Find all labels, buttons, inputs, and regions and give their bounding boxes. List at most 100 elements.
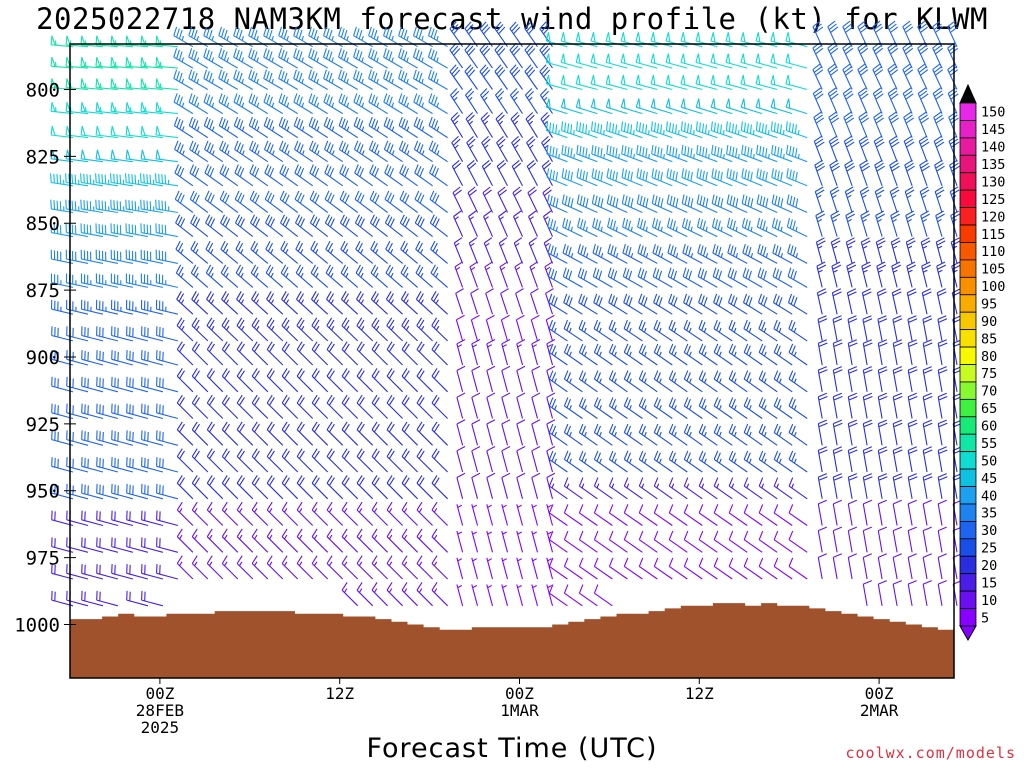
wind-barb <box>546 392 556 419</box>
wind-barb <box>206 317 224 342</box>
wind-barb <box>66 326 89 342</box>
wind-barb <box>758 450 778 473</box>
wind-barb <box>188 69 209 90</box>
wind-barb <box>788 530 808 553</box>
wind-barb <box>935 210 945 237</box>
wind-barb <box>251 501 269 526</box>
wind-barb <box>771 194 793 214</box>
wind-barb <box>465 88 478 114</box>
wind-barb <box>156 403 179 420</box>
wind-barb <box>577 243 598 264</box>
wind-barb <box>545 288 554 315</box>
colorbar-label: 145 <box>981 122 1005 138</box>
wind-barb <box>175 214 194 238</box>
wind-barb <box>471 504 479 526</box>
colorbar-swatch <box>959 416 977 435</box>
wind-barb <box>386 582 403 607</box>
wind-barb <box>892 339 903 366</box>
terrain-fill <box>70 603 954 678</box>
wind-barb <box>311 528 329 553</box>
wind-barb <box>498 237 509 264</box>
wind-barb <box>220 214 239 238</box>
wind-barb <box>206 368 224 393</box>
wind-barb <box>471 419 481 446</box>
wind-barb <box>561 194 583 214</box>
wind-barb <box>770 74 793 91</box>
wind-barb <box>859 186 870 213</box>
wind-barb <box>311 368 329 393</box>
wind-barb <box>743 370 763 393</box>
wind-barb <box>80 199 104 214</box>
wind-barb <box>401 582 418 607</box>
wind-barb <box>593 450 613 473</box>
wind-barb <box>892 419 903 446</box>
wind-barb <box>785 144 808 163</box>
wind-barb <box>156 326 179 342</box>
wind-barb <box>296 394 314 419</box>
colorbar-swatch <box>959 573 977 592</box>
wind-barb <box>414 164 433 187</box>
wind-barb <box>937 315 948 342</box>
wind-barb <box>877 446 888 473</box>
wind-barb <box>937 446 948 473</box>
wind-barb <box>324 214 344 238</box>
wind-barb <box>578 450 598 473</box>
wind-barb <box>401 368 418 393</box>
wind-barb <box>311 341 329 366</box>
wind-barb <box>466 135 478 162</box>
wind-barb <box>266 421 284 446</box>
wind-barb <box>563 370 583 393</box>
wind-barb <box>698 343 718 366</box>
wind-barb <box>96 326 119 342</box>
wind-barb <box>356 448 374 473</box>
wind-barb <box>727 293 748 315</box>
wind-barb <box>464 21 478 48</box>
wind-barb <box>341 394 359 419</box>
wind-barb <box>311 317 329 342</box>
wind-barb <box>666 144 688 163</box>
wind-barb <box>902 63 914 90</box>
wind-barb <box>501 392 511 419</box>
wind-barb <box>51 403 74 420</box>
wind-barb <box>341 291 359 315</box>
wind-barb <box>221 394 239 419</box>
wind-barb <box>356 341 374 366</box>
wind-barb <box>81 510 104 527</box>
wind-barb <box>248 69 269 90</box>
wind-barb <box>683 423 703 446</box>
wind-barb <box>531 557 539 580</box>
wind-barb <box>933 111 945 138</box>
wind-barb <box>416 501 433 526</box>
colorbar-label: 10 <box>981 593 997 609</box>
wind-barb <box>842 42 854 69</box>
wind-barb <box>310 264 329 288</box>
wind-barb <box>370 291 388 315</box>
wind-barb <box>203 93 224 115</box>
colorbar-label: 95 <box>981 296 997 312</box>
wind-barb <box>155 273 179 288</box>
wind-barb <box>155 249 179 264</box>
wind-barb <box>728 343 748 366</box>
wind-barb <box>650 121 673 139</box>
colorbar-label: 105 <box>981 262 1005 278</box>
wind-barb <box>668 319 688 342</box>
wind-barb <box>484 261 494 288</box>
wind-barb <box>524 64 538 90</box>
wind-barb <box>653 397 673 419</box>
wind-barb <box>311 501 329 526</box>
wind-barb <box>218 48 239 69</box>
wind-barb <box>812 87 824 114</box>
wind-barb <box>817 446 828 473</box>
wind-barb <box>578 557 598 580</box>
wind-barb <box>175 264 194 288</box>
wind-barb <box>548 450 568 473</box>
wind-barb <box>452 186 464 213</box>
wind-barb <box>680 98 703 115</box>
wind-barb <box>741 194 763 214</box>
wind-barb <box>248 93 269 115</box>
wind-barb <box>278 116 298 139</box>
wind-barb <box>176 368 194 393</box>
colorbar-label: 135 <box>981 157 1005 173</box>
wind-barb <box>96 537 119 553</box>
wind-barb <box>251 475 269 500</box>
